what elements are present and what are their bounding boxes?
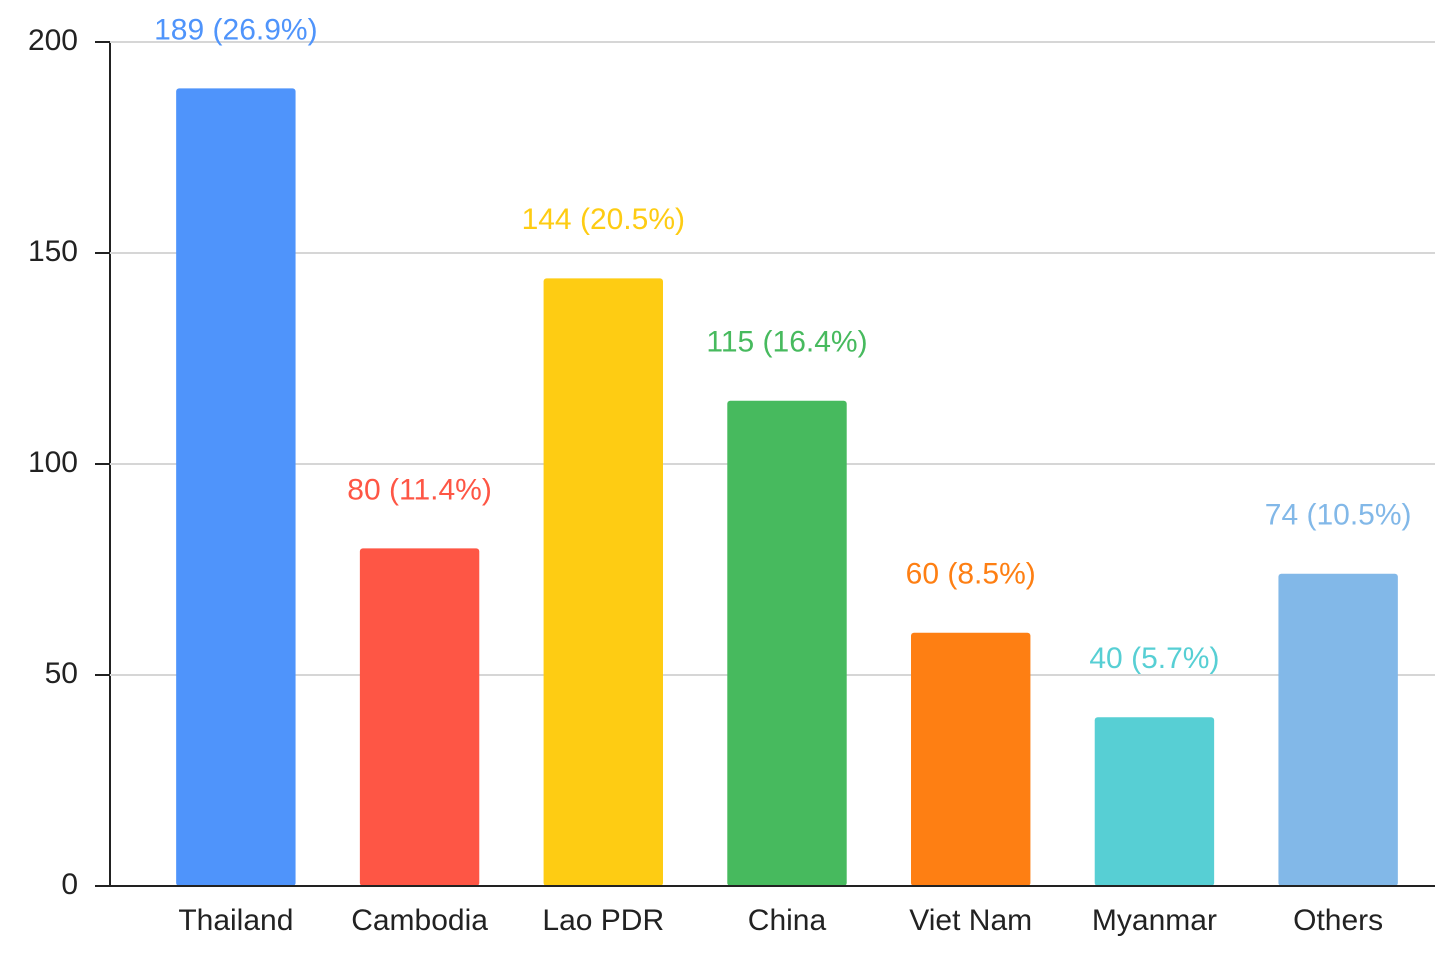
data-label: 189 (26.9%) bbox=[154, 13, 317, 46]
x-tick-label: Others bbox=[1293, 904, 1383, 937]
data-label: 80 (11.4%) bbox=[347, 473, 492, 506]
bar bbox=[1094, 717, 1215, 886]
y-tick-label: 150 bbox=[28, 235, 78, 268]
bar bbox=[176, 88, 296, 887]
bar bbox=[359, 548, 480, 886]
data-label: 60 (8.5%) bbox=[906, 558, 1036, 591]
x-tick-label: Thailand bbox=[178, 904, 293, 937]
bar bbox=[911, 632, 1031, 886]
data-label: 144 (20.5%) bbox=[522, 203, 685, 236]
x-tick-label: Viet Nam bbox=[909, 904, 1032, 937]
y-tick-label: 100 bbox=[28, 446, 78, 479]
x-tick-label: China bbox=[748, 904, 827, 937]
y-tick-label: 200 bbox=[28, 24, 78, 57]
y-tick-label: 50 bbox=[45, 657, 78, 690]
bar bbox=[1278, 573, 1398, 886]
data-label: 40 (5.7%) bbox=[1089, 642, 1219, 675]
data-label: 115 (16.4%) bbox=[706, 326, 867, 359]
bar bbox=[727, 400, 847, 886]
y-tick-label: 0 bbox=[61, 868, 78, 901]
x-tick-label: Lao PDR bbox=[542, 904, 664, 937]
x-tick-label: Myanmar bbox=[1092, 904, 1217, 937]
x-tick-label: Cambodia bbox=[351, 904, 488, 937]
bar bbox=[543, 278, 663, 886]
data-label: 74 (10.5%) bbox=[1265, 499, 1412, 532]
